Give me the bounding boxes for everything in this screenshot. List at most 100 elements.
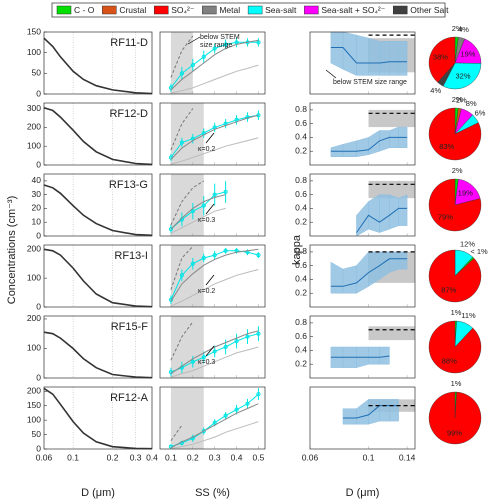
ccn-line (170, 248, 259, 302)
kappa-band (368, 346, 380, 365)
ccn-line (170, 421, 259, 449)
kappa-median (330, 355, 390, 358)
y-tick-label: 100 (27, 343, 41, 353)
annotation-arrow (325, 69, 337, 79)
ccn-point (212, 420, 217, 425)
annotation-arrow (187, 36, 201, 45)
pie-label: 6% (475, 109, 486, 118)
pie-slice (428, 320, 482, 374)
plot-border (159, 244, 266, 308)
ccn-line (170, 330, 259, 375)
ccn-point (223, 42, 228, 47)
kappa-band (368, 194, 380, 233)
pie-label: 83% (439, 142, 454, 151)
kappa-median (330, 258, 408, 287)
panel-title: RF15-F (111, 321, 149, 333)
kappa-band (398, 251, 408, 270)
ccn-point (234, 338, 239, 344)
shaded-range (170, 103, 204, 165)
plot-border (159, 315, 266, 379)
annotation: κ=0.3 (198, 359, 215, 366)
kappa-axis-title: kappa (291, 234, 303, 265)
legend-label: Other Salt (410, 5, 449, 15)
plot-border (309, 102, 416, 166)
plot-frame (44, 387, 152, 449)
size-distribution (43, 106, 153, 166)
plot-border (159, 102, 266, 166)
ccn-point (179, 71, 184, 76)
y-tick-label: 40 (32, 175, 42, 185)
annotation: κ=0.2 (198, 288, 215, 295)
y-tick-label: 0.4 (295, 132, 307, 142)
x-tick-label: 0.1 (165, 452, 177, 462)
kappa-band (379, 346, 390, 365)
y-tick-label: 200 (27, 313, 41, 323)
ccn-point (179, 273, 184, 278)
y-tick-label: 50 (32, 429, 42, 439)
ccn-point (190, 261, 195, 266)
plot-border (43, 102, 153, 166)
pie-label: 2% (452, 166, 463, 175)
legend-label: SO₄²⁻ (171, 5, 195, 15)
x-tick-label: 0.2 (107, 452, 119, 462)
pie-label: 38% (433, 52, 448, 61)
plot-frame (44, 32, 152, 94)
ccn-line (170, 403, 259, 449)
ccn-line (170, 35, 194, 78)
kappa-median (330, 47, 408, 64)
y-tick-label: 10 (32, 216, 42, 226)
panel-title: RF13-G (109, 179, 148, 191)
annotation: size range (200, 42, 232, 49)
y-tick-label: 200 (27, 122, 41, 132)
y-tick-label: 0.4 (295, 345, 307, 355)
y-tick-label: 0.2 (295, 145, 307, 155)
annotation-arrow (205, 132, 215, 144)
ccn-point (212, 46, 217, 51)
plot-border (309, 173, 416, 237)
pie-label: < 1% (470, 247, 488, 256)
x-axis-title: D (μm) (81, 487, 115, 499)
ccn-line (170, 180, 205, 226)
pie-slice (428, 107, 482, 161)
ccn-point (190, 359, 195, 364)
ccn-line (170, 194, 226, 230)
plot-frame (44, 174, 152, 236)
y-tick-label: 0.8 (295, 104, 307, 114)
pie-label: 19% (460, 49, 475, 58)
ccn-point (190, 209, 195, 214)
annotation: κ=0.3 (198, 217, 215, 224)
stem-range (368, 326, 415, 341)
pie-label: 1% (451, 379, 462, 388)
y-tick-label: 150 (27, 26, 41, 36)
annotation: κ=0.2 (198, 146, 215, 153)
panel-title: RF11-D (110, 37, 148, 49)
ccn-point (201, 355, 206, 360)
y-tick-label: 30 (32, 189, 42, 199)
size-distribution (43, 387, 153, 450)
kappa-band (356, 137, 369, 158)
ccn-line (170, 346, 259, 378)
plot-border (43, 31, 153, 95)
ccn-line (170, 108, 194, 151)
annotation: below STEM (200, 34, 240, 41)
ccn-point (179, 140, 184, 145)
ccn-point (223, 189, 228, 195)
y-tick-label: 200 (27, 244, 41, 254)
x-tick-label: 0.5 (253, 452, 265, 462)
kappa-band (330, 31, 344, 70)
y-tick-label: 50 (32, 68, 42, 78)
ccn-line (170, 64, 259, 94)
pie-label: 2% (452, 24, 463, 33)
ccn-point (201, 429, 206, 434)
y-tick-label: 0.6 (295, 260, 307, 270)
plot-border (43, 173, 153, 237)
plot-border (159, 31, 266, 95)
ccn-point (168, 297, 174, 302)
x-axis-title: SS (%) (195, 487, 230, 499)
x-tick-label: 0.4 (231, 452, 243, 462)
x-tick-label: 0.14 (399, 452, 416, 462)
pie-label: 1% (451, 308, 462, 317)
y-tick-label: 0.6 (295, 331, 307, 341)
ccn-point (168, 227, 174, 232)
